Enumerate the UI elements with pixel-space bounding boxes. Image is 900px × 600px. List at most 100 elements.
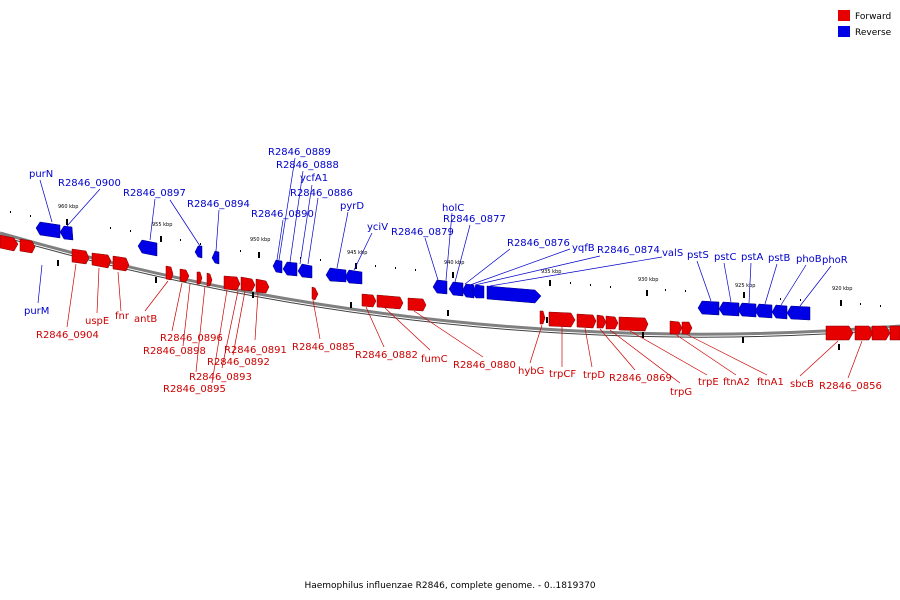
- gene-arrow-R2846_0895[interactable]: [179, 268, 190, 283]
- gene-arrow-uspE[interactable]: [19, 238, 36, 254]
- gene-arrow-phoR[interactable]: [786, 305, 811, 321]
- gene-label-ftnA1[interactable]: ftnA1: [757, 377, 784, 388]
- gene-arrow-R2846_0879[interactable]: [432, 279, 448, 295]
- gene-arrow-R2846_0880[interactable]: [376, 294, 404, 310]
- gene-arrow-pstC[interactable]: [718, 301, 740, 317]
- gene-label-R2846_0895[interactable]: R2846_0895: [163, 384, 226, 395]
- gene-arrow-antB[interactable]: [91, 252, 112, 269]
- gene-label-R2846_0896[interactable]: R2846_0896: [160, 333, 223, 344]
- gene-arrow-R2846_0892[interactable]: [206, 272, 213, 287]
- gene-label-trpE[interactable]: trpE: [698, 377, 719, 388]
- gene-label-holC[interactable]: holC: [442, 203, 464, 214]
- gene-label-R2846_0894[interactable]: R2846_0894: [187, 199, 250, 210]
- gene-label-yciV[interactable]: yciV: [367, 222, 388, 233]
- gene-label-R2846_0877[interactable]: R2846_0877: [443, 214, 506, 225]
- gene-arrow-R2846_0882[interactable]: [311, 286, 319, 301]
- gene-arrow-extra2[interactable]: [889, 325, 900, 341]
- gene-label-pyrD[interactable]: pyrD: [340, 201, 364, 212]
- gene-arrow-R2846_0890[interactable]: [211, 250, 220, 265]
- gene-label-hybG[interactable]: hybG: [518, 366, 544, 377]
- gene-label-pstB[interactable]: pstB: [768, 253, 790, 264]
- gene-label-antB[interactable]: antB: [134, 314, 157, 325]
- gene-label-R2846_0882[interactable]: R2846_0882: [355, 350, 418, 361]
- gene-arrow-R2846_0894[interactable]: [194, 245, 203, 259]
- gene-arrow-purN[interactable]: [35, 221, 61, 239]
- gene-arrow-ycfA1[interactable]: [297, 263, 313, 279]
- gene-arrow-R2846_0897[interactable]: [137, 239, 158, 257]
- gene-arrow-R2846_0876[interactable]: [471, 284, 485, 299]
- gene-label-R2846_0904[interactable]: R2846_0904: [36, 330, 99, 341]
- gene-label-ftnA2[interactable]: ftnA2: [723, 377, 750, 388]
- gene-label-purM[interactable]: purM: [24, 306, 49, 317]
- gene-label-uspE[interactable]: uspE: [85, 316, 109, 327]
- gene-arrow-fnr[interactable]: [71, 248, 90, 265]
- gene-arrow-phoB[interactable]: [771, 304, 788, 320]
- gene-arrow-R2846_0856[interactable]: [854, 325, 874, 341]
- gene-label-pstA[interactable]: pstA: [741, 252, 763, 263]
- gene-arrow-R2846_0891[interactable]: [223, 275, 241, 291]
- gene-arrow-ftnA2[interactable]: [669, 320, 683, 335]
- gene-arrow-pstS[interactable]: [697, 300, 720, 316]
- gene-arrow-R2846_0885[interactable]: [240, 276, 256, 292]
- gene-label-R2846_0885[interactable]: R2846_0885: [292, 342, 355, 353]
- gene-label-trpD[interactable]: trpD: [583, 370, 605, 381]
- gene-label-R2846_0880[interactable]: R2846_0880: [453, 360, 516, 371]
- gene-label-R2846_0886[interactable]: R2846_0886: [290, 188, 353, 199]
- gene-label-R2846_0879[interactable]: R2846_0879: [391, 227, 454, 238]
- gene-label-R2846_0889[interactable]: R2846_0889: [268, 147, 331, 158]
- gene-arrow-valS[interactable]: [486, 285, 542, 304]
- gene-label-phoR[interactable]: phoR: [822, 255, 848, 266]
- gene-label-R2846_0876[interactable]: R2846_0876: [507, 238, 570, 249]
- gene-label-trpG[interactable]: trpG: [670, 387, 692, 398]
- gene-arrow-R2846_0893[interactable]: [196, 271, 203, 285]
- gene-label-R2846_0897[interactable]: R2846_0897: [123, 188, 186, 199]
- gene-arrow-R2846_0888[interactable]: [282, 261, 298, 277]
- gene-arrow-R2846_0904[interactable]: [0, 234, 19, 252]
- gene-arrow-pstA[interactable]: [737, 302, 757, 318]
- gene-arrow-holC[interactable]: [448, 281, 464, 297]
- tick-label: 920 kbp: [832, 286, 852, 292]
- gene-label-R2846_0869[interactable]: R2846_0869: [609, 373, 672, 384]
- gene-label-R2846_0900[interactable]: R2846_0900: [58, 178, 121, 189]
- gene-arrow-R2846_0889[interactable]: [272, 259, 283, 274]
- gene-label-R2846_0888[interactable]: R2846_0888: [276, 160, 339, 171]
- gene-arrow-trpCF[interactable]: [548, 311, 576, 328]
- gene-label-R2846_0874[interactable]: R2846_0874: [597, 245, 660, 256]
- gene-label-fnr[interactable]: fnr: [115, 311, 130, 322]
- gene-arrow-hybG[interactable]: [539, 310, 546, 325]
- gene-arrow-ftnA1[interactable]: [681, 321, 693, 335]
- gene-label-pstS[interactable]: pstS: [687, 250, 709, 261]
- gene-label-valS[interactable]: valS: [662, 248, 683, 259]
- gene-arrow-R2846_0885b[interactable]: [255, 278, 270, 294]
- gene-arrow-pyrD[interactable]: [325, 267, 347, 283]
- gene-label-ycfA1[interactable]: ycfA1: [300, 173, 328, 184]
- gene-label-yqfB[interactable]: yqfB: [572, 243, 595, 254]
- gene-label-phoB[interactable]: phoB: [796, 254, 822, 265]
- gene-arrow-R2846_0880b[interactable]: [407, 297, 427, 312]
- gene-arrow-R2846_0896[interactable]: [112, 255, 130, 272]
- gene-label-trpCF[interactable]: trpCF: [549, 369, 576, 380]
- gene-arrow-yciV[interactable]: [344, 269, 363, 285]
- gene-arrow-extra1[interactable]: [871, 325, 891, 341]
- gene-arrow-sbcB[interactable]: [825, 325, 854, 341]
- gene-arrow-R2846_0869[interactable]: [596, 314, 607, 329]
- gene-label-R2846_0898[interactable]: R2846_0898: [143, 346, 206, 357]
- gene-label-sbcB[interactable]: sbcB: [790, 379, 814, 390]
- gene-label-pstC[interactable]: pstC: [714, 252, 736, 263]
- gene-label-R2846_0890[interactable]: R2846_0890: [251, 209, 314, 220]
- gene-label-R2846_0891[interactable]: R2846_0891: [224, 345, 287, 356]
- gene-label-R2846_0892[interactable]: R2846_0892: [207, 357, 270, 368]
- gene-arrow-trpD[interactable]: [576, 313, 597, 329]
- gene-arrow-R2846_0877[interactable]: [461, 283, 475, 299]
- gene-label-purN[interactable]: purN: [29, 169, 53, 180]
- gene-arrow-trpG[interactable]: [605, 315, 619, 330]
- gene-arrow-R2846_0898[interactable]: [165, 265, 174, 281]
- gene-label-R2846_0893[interactable]: R2846_0893: [189, 372, 252, 383]
- connector-line: [847, 340, 863, 379]
- gene-label-R2846_0856[interactable]: R2846_0856: [819, 381, 882, 392]
- gene-arrow-R2846_0900[interactable]: [59, 225, 74, 241]
- gene-arrow-pstB[interactable]: [754, 303, 773, 319]
- gene-label-fumC[interactable]: fumC: [421, 354, 448, 365]
- gene-arrow-trpE[interactable]: [618, 316, 649, 332]
- gene-arrow-fumC[interactable]: [361, 293, 377, 308]
